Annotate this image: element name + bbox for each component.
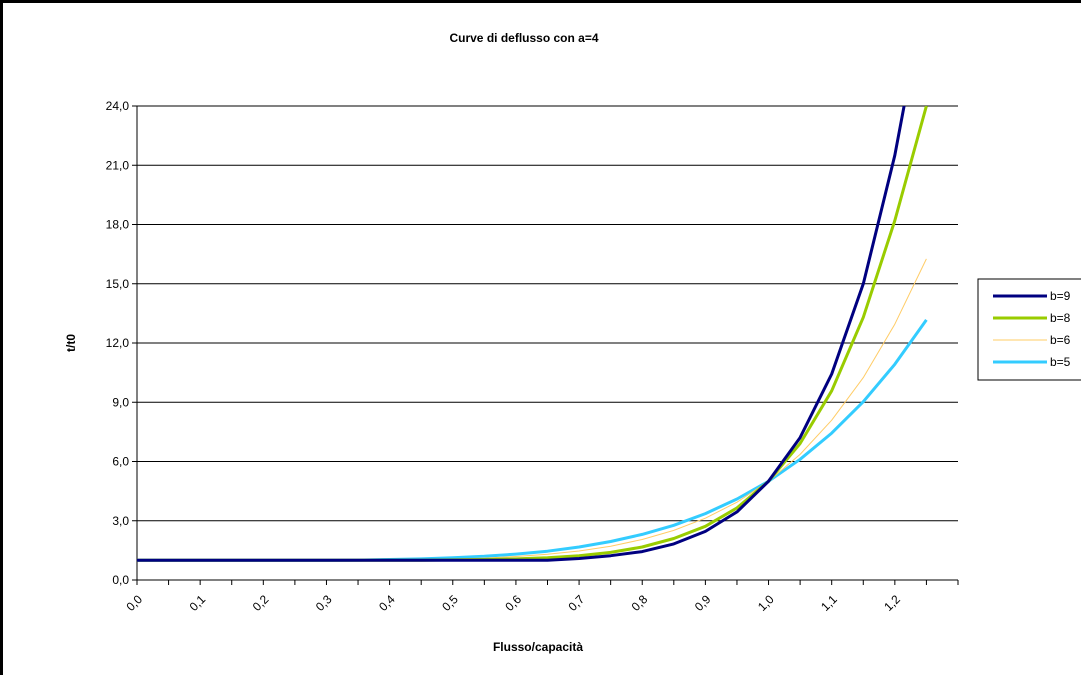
y-tick-label: 15,0 [106,277,130,291]
series-line-b8 [137,106,928,562]
line-chart: Curve di deflusso con a=4 0,0 3,0 6,0 9,0 12… [64,31,1081,654]
y-tick-label: 18,0 [106,218,130,232]
gridlines [137,105,958,522]
y-tick-label: 9,0 [112,395,129,409]
series-line-b5 [137,319,928,562]
y-tick-label: 3,0 [112,514,129,528]
x-tick-label: 0,6 [502,592,524,614]
series-line-b9 [137,106,906,562]
chart-title: Curve di deflusso con a=4 [449,31,598,45]
x-tick-label: 1,1 [818,592,840,614]
legend-label: b=8 [1050,311,1071,325]
x-tick-labels: 0,0 0,1 0,2 0,3 0,4 0,5 0,6 0,7 0,8 0,9 1,0 1,1 1,2 [123,592,903,614]
legend-label: b=9 [1050,289,1071,303]
legend-label: b=6 [1050,333,1071,347]
x-tick-label: 1,0 [755,592,777,614]
y-tick-label: 0,0 [112,573,129,587]
x-tick-label: 1,2 [881,592,903,614]
legend: b=9 b=8 b=6 b=5 [977,278,1081,381]
x-tick-label: 0,9 [692,592,714,614]
x-tick-label: 0,3 [313,592,335,614]
y-tick-label: 24,0 [106,99,130,113]
x-tick-label: 0,1 [187,592,209,614]
y-tick-label: 12,0 [106,336,130,350]
legend-items: b=9 b=8 b=6 b=5 [993,289,1071,369]
x-tick-label: 0,8 [629,592,651,614]
axes [132,105,959,585]
series-line-b6 [137,258,927,561]
legend-label: b=5 [1050,355,1071,369]
x-tick-label: 0,2 [250,592,272,614]
y-tick-labels: 0,0 3,0 6,0 9,0 12,0 15,0 18,0 21,0 24,0 [106,99,130,587]
x-tick-label: 0,0 [123,592,145,614]
series-lines [137,106,928,562]
x-tick-label: 0,4 [376,592,398,614]
x-axis-title: Flusso/capacità [493,640,583,654]
x-tick-label: 0,5 [439,592,461,614]
y-tick-label: 21,0 [106,158,130,172]
x-tick-label: 0,7 [565,592,587,614]
y-axis-title: t/t0 [64,334,78,352]
y-tick-label: 6,0 [112,455,129,469]
